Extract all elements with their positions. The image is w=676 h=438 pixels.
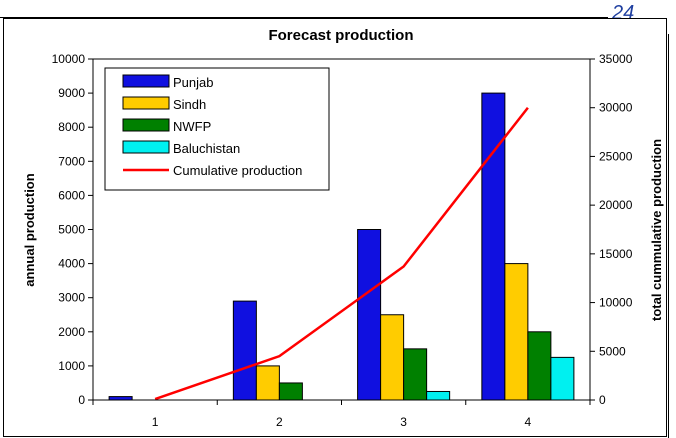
bar-baluchistan (550, 356, 575, 401)
y-tick-label: 3000 (58, 291, 85, 305)
y2-tick-label: 30000 (599, 101, 633, 115)
bar-sindh (255, 365, 280, 401)
bar-punjab (108, 396, 133, 401)
legend-swatch (122, 96, 170, 110)
y-axis-label: annual production (22, 173, 37, 286)
bar-punjab (481, 92, 506, 401)
margin-rule (668, 34, 669, 438)
line-series-group (154, 106, 529, 401)
bar-nwfp (403, 348, 428, 401)
legend-label: Sindh (173, 97, 206, 112)
legend-swatch (122, 140, 170, 154)
bar-punjab (357, 229, 382, 401)
y2-axis-label: total cummulative production (649, 139, 664, 321)
chart-frame (3, 18, 667, 437)
legend-label: Baluchistan (173, 141, 240, 156)
y-tick-label: 2000 (58, 325, 85, 339)
x-axis-ticks: 1 2 3 4 (92, 400, 591, 429)
bar-baluchistan (426, 390, 451, 401)
y-tick-label: 8000 (58, 120, 85, 134)
x-tick-label: 2 (276, 415, 283, 429)
legend-label: Cumulative production (173, 163, 302, 178)
legend-swatch (122, 118, 170, 132)
left-axis-ticks: 0 1000 2000 3000 4000 5000 6000 7000 8000 9000 100… (52, 52, 93, 407)
x-tick-label: 3 (400, 415, 407, 429)
bar-nwfp (527, 331, 552, 401)
bar-sindh (380, 314, 405, 401)
x-tick-label: 4 (525, 415, 532, 429)
y-tick-label: 9000 (58, 86, 85, 100)
x-tick-label: 1 (152, 415, 159, 429)
y2-tick-label: 25000 (599, 149, 633, 163)
y-tick-label: 0 (78, 393, 85, 407)
bar-punjab (232, 300, 257, 401)
y-tick-label: 6000 (58, 188, 85, 202)
y2-tick-label: 10000 (599, 296, 633, 310)
y2-tick-label: 0 (599, 393, 606, 407)
y2-tick-label: 5000 (599, 344, 626, 358)
chart-title: Forecast production (268, 27, 413, 44)
legend-label: NWFP (173, 119, 211, 134)
bar-sindh (504, 263, 529, 401)
y-tick-label: 4000 (58, 257, 85, 271)
right-axis-ticks: 0 5000 10000 15000 20000 25000 30000 35000 (590, 52, 633, 407)
legend-label: Punjab (173, 75, 213, 90)
y-tick-label: 1000 (58, 359, 85, 373)
y-tick-label: 5000 (58, 223, 85, 237)
y2-tick-label: 15000 (599, 247, 633, 261)
bar-nwfp (278, 382, 303, 401)
legend: Punjab Sindh NWFP Baluchistan Cumulative pro… (104, 67, 330, 191)
y-tick-label: 10000 (52, 52, 86, 66)
y2-tick-label: 20000 (599, 198, 633, 212)
y2-tick-label: 35000 (599, 52, 633, 66)
bar-series-group (108, 92, 575, 401)
legend-swatch (122, 74, 170, 88)
cumulative-production-line (154, 106, 529, 401)
header-rule (0, 17, 608, 18)
y-tick-label: 7000 (58, 154, 85, 168)
